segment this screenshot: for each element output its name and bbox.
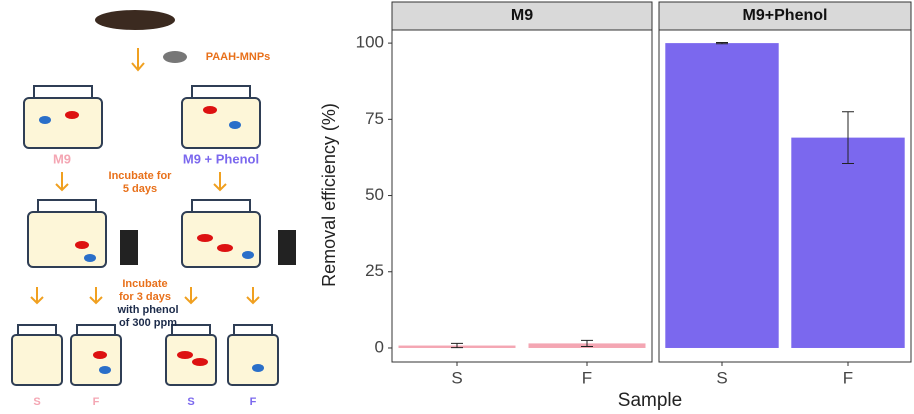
step-label: Incubate (122, 278, 167, 290)
bar (665, 43, 779, 348)
y-tick-label: 75 (365, 109, 384, 128)
y-axis-label: Removal efficiency (%) (319, 103, 339, 287)
step-label: 5 days (123, 183, 157, 195)
error-bar (716, 41, 728, 45)
y-tick-label: 100 (356, 33, 384, 52)
sample-label: F (93, 396, 100, 408)
sample-label: F (250, 396, 257, 408)
medium-label: M9 (53, 151, 71, 166)
x-tick-label: F (582, 368, 592, 387)
x-tick-label: S (716, 368, 727, 387)
sample-label: S (187, 396, 194, 408)
y-tick-label: 0 (375, 337, 384, 356)
y-tick-label: 25 (365, 261, 384, 280)
diagram (11, 10, 296, 386)
facet-title: M9 (511, 7, 533, 24)
bar (791, 137, 905, 348)
strip (391, 1, 653, 31)
x-axis-label: Sample (618, 390, 682, 411)
step-label: with phenol (116, 304, 178, 316)
error-bar (842, 111, 854, 165)
strip (658, 1, 912, 31)
x-tick-label: S (451, 368, 462, 387)
step-label: of 300 ppm (119, 317, 177, 329)
diagram-labels: PAAH-MNPs M9 M9 + Phenol Incubate for 5 … (33, 51, 270, 408)
medium-label: M9 + Phenol (183, 151, 259, 166)
error-bar (581, 339, 593, 347)
facet-title: M9+Phenol (743, 7, 828, 24)
x-tick-label: F (843, 368, 853, 387)
sample-label: S (33, 396, 40, 408)
step-label: for 3 days (119, 291, 171, 303)
panel (391, 29, 653, 363)
particles-label: PAAH-MNPs (206, 51, 271, 63)
y-tick-label: 50 (365, 185, 384, 204)
error-bar (451, 342, 463, 349)
step-label: Incubate for (109, 170, 173, 182)
